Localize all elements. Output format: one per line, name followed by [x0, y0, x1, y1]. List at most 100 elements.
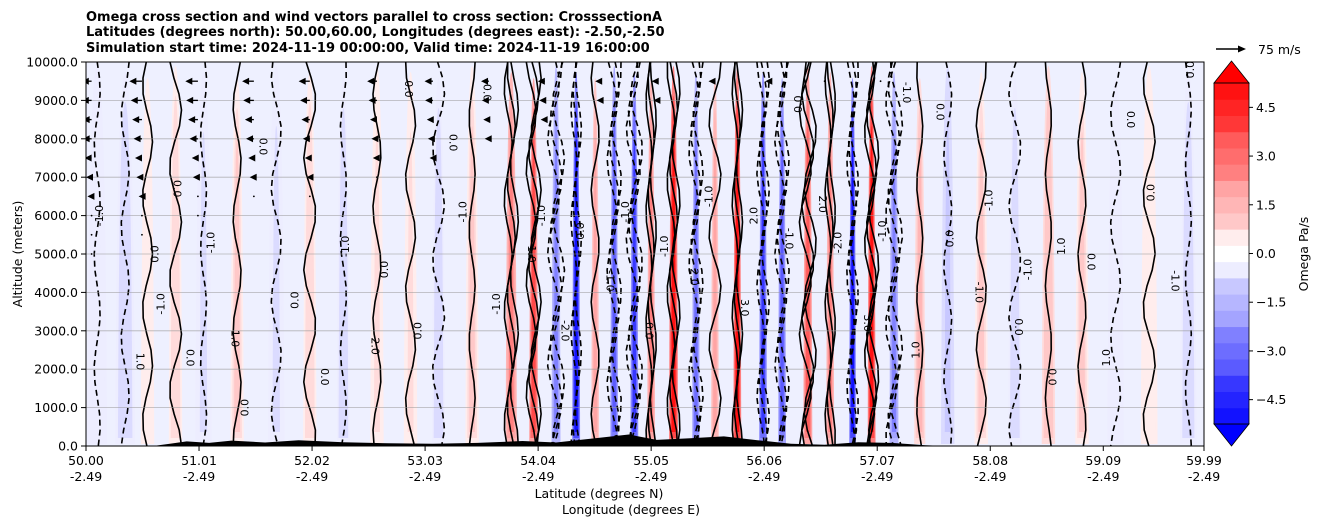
wind-vector — [90, 233, 93, 236]
colorbar — [1213, 60, 1250, 447]
y-tick-label: 0.0 — [58, 439, 78, 454]
wind-vector-head — [86, 173, 93, 181]
wind-vector-head — [136, 173, 144, 181]
contour-label: -1.0 — [1022, 259, 1035, 280]
contour-label: -1.0 — [983, 189, 996, 210]
wind-vector — [425, 96, 433, 104]
x-tick-label-lat: 52.02 — [294, 453, 330, 468]
wind-vector — [308, 195, 311, 198]
wind-vector — [86, 154, 92, 162]
contour-label: 0.0 — [943, 230, 956, 248]
x-tick-label-lat: 54.04 — [520, 453, 556, 468]
wind-vector — [302, 135, 310, 143]
omega-fill-column — [978, 132, 985, 432]
wind-vector — [248, 154, 256, 162]
contour-label: 0.0 — [257, 138, 270, 156]
y-tick-label: 4000.0 — [34, 285, 78, 300]
y-axis-ticks: 0.0 1000.0 2000.0 3000.0 4000.0 5000.0 6000.0 7… — [26, 55, 86, 454]
wind-vector — [197, 195, 199, 198]
wind-vector-head — [138, 192, 146, 200]
omega-fill-column — [713, 138, 717, 432]
x-tick-label-lat: 51.01 — [181, 453, 217, 468]
wind-vector — [86, 135, 92, 143]
contour-label: 0.0 — [378, 261, 391, 279]
wind-vector-head — [185, 77, 193, 85]
omega-fill-column — [917, 138, 923, 432]
wind-vector — [188, 116, 198, 124]
colorbar-band — [1214, 196, 1249, 214]
wind-vector — [86, 173, 93, 181]
contour-label: 0.0 — [402, 80, 415, 98]
wind-vector-head — [427, 135, 435, 143]
contour-label: -1.0 — [154, 293, 167, 314]
contour-label: 1.0 — [525, 245, 538, 263]
wind-vector — [306, 173, 314, 181]
wind-vector-head — [539, 96, 547, 104]
omega-contour-line — [431, 62, 446, 446]
wind-vector-dot — [823, 80, 826, 83]
chart-title: Omega cross section and wind vectors par… — [86, 10, 665, 56]
wind-vector-head — [191, 154, 199, 162]
wind-vector — [242, 77, 254, 85]
colorbar-tick-label: 0.0 — [1256, 246, 1276, 261]
wind-vector-head — [371, 135, 379, 143]
omega-contour-line — [629, 62, 643, 446]
wind-vector-dot — [376, 176, 378, 179]
wind-vector-head — [188, 116, 196, 124]
colorbar-ticks: 4.5 3.0 1.5 0.0 −1.5 −3.0 −4.5 — [1249, 100, 1286, 407]
wind-vector-head — [301, 116, 309, 124]
wind-vector — [484, 135, 492, 143]
y-tick-label: 5000.0 — [34, 247, 78, 262]
wind-vector — [653, 96, 661, 104]
contour-label: -1.0 — [658, 236, 671, 257]
wind-vector-head — [132, 116, 140, 124]
colorbar-band — [1214, 391, 1249, 409]
wind-vector — [879, 80, 882, 83]
wind-vector-dot — [90, 233, 93, 236]
wind-vector-dot — [252, 195, 255, 198]
colorbar-band — [1214, 359, 1249, 376]
wind-vector — [429, 154, 437, 162]
wind-vector-head — [595, 77, 603, 85]
wind-vector-head — [304, 154, 312, 162]
title-line-1: Omega cross section and wind vectors par… — [86, 10, 662, 25]
colorbar-band — [1214, 99, 1249, 116]
contour-label: -1.0 — [603, 270, 616, 291]
wind-vector — [87, 192, 95, 200]
wind-vector — [376, 176, 378, 179]
wind-vector — [481, 96, 489, 104]
wind-vector — [371, 135, 379, 143]
wind-vector-dot — [141, 214, 143, 217]
gridlines — [86, 100, 1204, 409]
wind-vector-head — [244, 116, 252, 124]
colorbar-band — [1214, 164, 1249, 181]
wind-vector-head — [86, 77, 89, 85]
wind-vector-head — [369, 116, 377, 124]
terrain — [153, 434, 948, 446]
wind-vector — [369, 116, 377, 124]
contour-labels: -1.0 1.0 0.0 0.0 -1.0 0.0 -1.0 1.0 0.0 0.0 0.0 0.0 -… — [93, 61, 1197, 417]
contour-label: -1.0 — [703, 186, 716, 207]
wind-vector-head — [248, 154, 256, 162]
wind-vector — [244, 116, 254, 124]
wind-vector — [132, 116, 142, 124]
contour-label: 0.0 — [318, 368, 331, 386]
quiver-key: 75 m/s — [1216, 42, 1301, 57]
wind-vector-head — [306, 173, 314, 181]
x-axis-label-latitude: Latitude (degrees N) — [535, 486, 664, 501]
wind-vector — [426, 116, 434, 124]
contour-label: 0.0 — [170, 180, 183, 198]
contour-label: 0.0 — [238, 399, 251, 417]
y-tick-label: 1000.0 — [34, 400, 78, 415]
y-tick-label: 3000.0 — [34, 323, 78, 338]
contour-label: 3.0 — [738, 299, 751, 317]
omega-contour-line — [887, 62, 901, 446]
colorbar-min-extension — [1213, 423, 1250, 447]
wind-vector-head — [368, 96, 376, 104]
contour-label: -1.0 — [456, 201, 469, 222]
wind-vector — [197, 214, 199, 217]
omega-contour-line — [627, 62, 641, 446]
contour-label: 0.0 — [1184, 61, 1197, 79]
y-axis-label: Altitude (meters) — [10, 201, 25, 308]
